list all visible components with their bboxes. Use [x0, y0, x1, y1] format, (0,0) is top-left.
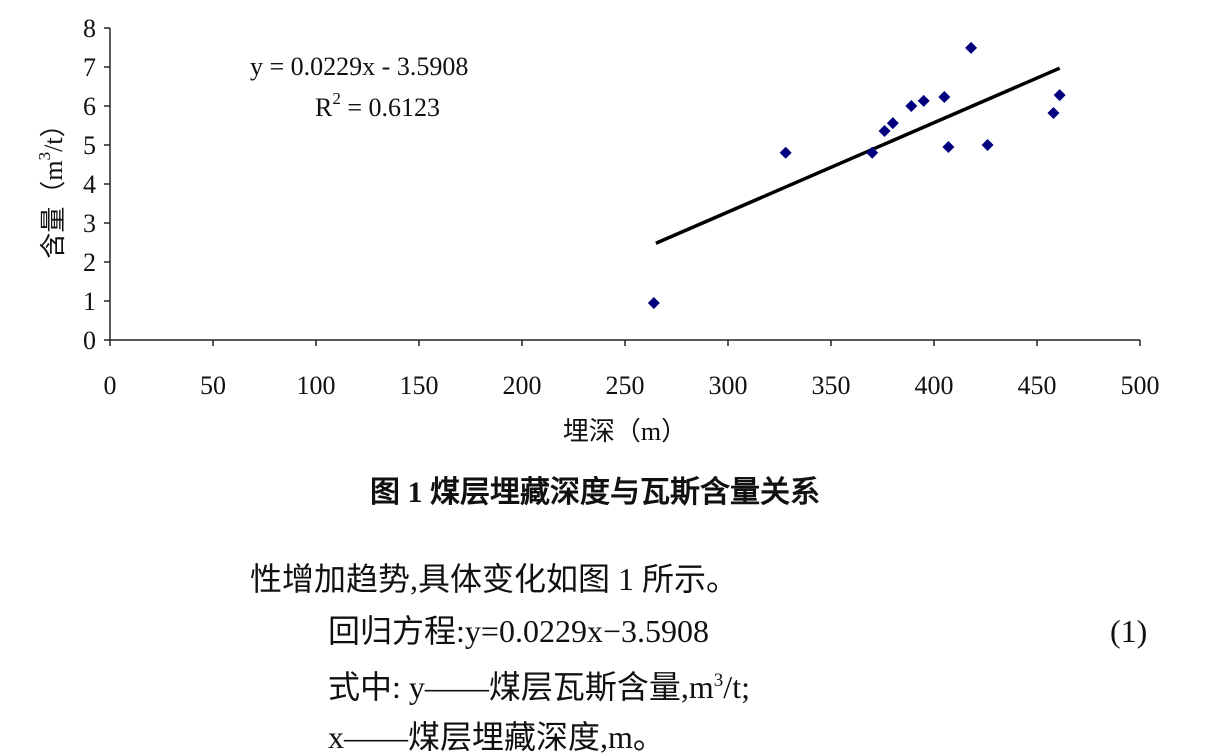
point: [878, 124, 891, 137]
point: [779, 146, 792, 159]
y-tick-label: 4: [83, 170, 96, 199]
point: [965, 41, 978, 54]
body-line: 式中: y——煤层瓦斯含量,m3/t;: [328, 669, 750, 705]
x-tick-label: 100: [297, 371, 336, 400]
point: [942, 140, 955, 153]
x-tick-label: 0: [104, 371, 117, 400]
trendline: [655, 66, 1061, 245]
point: [647, 296, 660, 309]
x-tick-label: 500: [1121, 371, 1160, 400]
body-line: 性增加趋势,具体变化如图 1 所示。: [250, 561, 738, 597]
equation: y = 0.0229x - 3.5908: [250, 52, 468, 81]
x-tick-label: 250: [606, 371, 645, 400]
point: [886, 117, 899, 130]
y-label-sup: 3: [35, 152, 54, 161]
x-tick-label: 150: [400, 371, 439, 400]
equation-number: (1): [1110, 613, 1147, 649]
point: [1053, 89, 1066, 102]
x-tick-label: 200: [503, 371, 542, 400]
body-line: 回归方程:y=0.0229x−3.5908: [328, 613, 709, 649]
text: /t;: [723, 669, 750, 705]
y-tick-label: 3: [83, 209, 96, 238]
caption: 图 1 煤层埋藏深度与瓦斯含量关系: [370, 475, 820, 509]
y-tick-label: 0: [83, 326, 96, 355]
y-tick-label: 2: [83, 248, 96, 277]
x-tick-label: 350: [812, 371, 851, 400]
x-tick-label: 300: [709, 371, 748, 400]
y-axis-label: 含量（m3/t）: [35, 111, 68, 258]
text: 式中: y——煤层瓦斯含量,m: [328, 669, 714, 705]
x-tick-label: 400: [915, 371, 954, 400]
body-line: x——煤层埋藏深度,m。: [328, 719, 665, 755]
point: [981, 139, 994, 151]
y-tick-label: 8: [83, 14, 96, 43]
x-axis-label: 埋深（m）: [563, 417, 687, 446]
y-tick-label: 1: [83, 287, 96, 316]
r-squared: R2 = 0.6123: [315, 89, 440, 122]
y-tick-label: 5: [83, 131, 96, 160]
point: [917, 94, 930, 107]
point: [866, 146, 879, 159]
y-tick-label: 6: [83, 92, 96, 121]
y-label-b: /t）: [39, 111, 68, 151]
x-tick-label: 450: [1018, 371, 1057, 400]
point: [1047, 107, 1060, 120]
x-tick-label: 50: [200, 371, 226, 400]
sup: 3: [714, 670, 724, 691]
sup: 2: [332, 89, 341, 108]
y-label-a: 含量（m: [39, 160, 68, 258]
point: [938, 91, 951, 104]
r-value: = 0.6123: [341, 93, 440, 122]
point: [905, 100, 918, 112]
r: R: [315, 93, 333, 122]
y-tick-label: 7: [83, 53, 96, 82]
